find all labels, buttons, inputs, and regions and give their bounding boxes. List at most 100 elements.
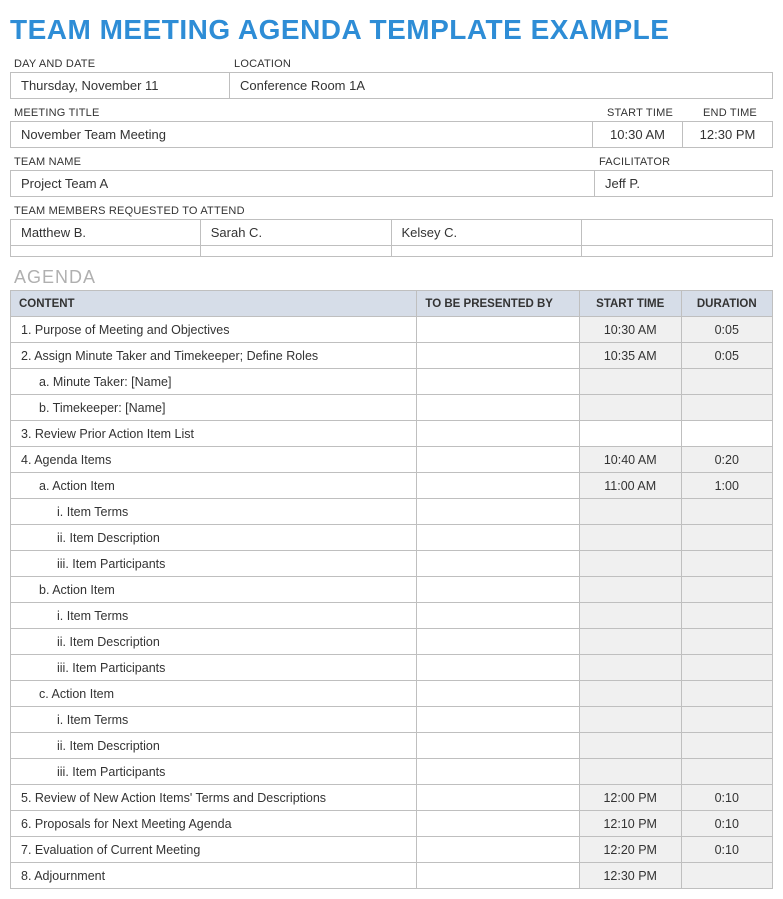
agenda-cell-start[interactable] [579,421,681,447]
agenda-cell-presenter[interactable] [417,707,580,733]
agenda-cell-start[interactable]: 12:30 PM [579,863,681,889]
agenda-cell-presenter[interactable] [417,499,580,525]
field-end-time[interactable]: 12:30 PM [683,121,773,148]
agenda-cell-start[interactable]: 10:40 AM [579,447,681,473]
agenda-cell-presenter[interactable] [417,473,580,499]
agenda-cell-content[interactable]: 3. Review Prior Action Item List [11,421,417,447]
agenda-cell-presenter[interactable] [417,603,580,629]
field-start-time[interactable]: 10:30 AM [593,121,683,148]
field-location[interactable]: Conference Room 1A [230,72,773,99]
agenda-cell-content[interactable]: a. Action Item [11,473,417,499]
agenda-cell-content[interactable]: 5. Review of New Action Items' Terms and… [11,785,417,811]
agenda-cell-duration[interactable] [681,369,772,395]
agenda-cell-duration[interactable] [681,681,772,707]
agenda-cell-presenter[interactable] [417,811,580,837]
agenda-cell-presenter[interactable] [417,317,580,343]
agenda-cell-presenter[interactable] [417,343,580,369]
agenda-cell-duration[interactable]: 0:05 [681,317,772,343]
agenda-cell-content[interactable]: 1. Purpose of Meeting and Objectives [11,317,417,343]
agenda-cell-duration[interactable]: 0:10 [681,785,772,811]
agenda-cell-start[interactable] [579,707,681,733]
agenda-cell-start[interactable]: 10:30 AM [579,317,681,343]
member-cell[interactable] [10,245,201,257]
agenda-cell-presenter[interactable] [417,369,580,395]
field-meeting-title[interactable]: November Team Meeting [10,121,593,148]
agenda-cell-content[interactable]: a. Minute Taker: [Name] [11,369,417,395]
agenda-cell-duration[interactable]: 0:10 [681,811,772,837]
agenda-cell-content[interactable]: 2. Assign Minute Taker and Timekeeper; D… [11,343,417,369]
agenda-cell-start[interactable] [579,525,681,551]
field-team-name[interactable]: Project Team A [10,170,595,197]
agenda-cell-content[interactable]: i. Item Terms [11,707,417,733]
agenda-cell-duration[interactable]: 0:10 [681,837,772,863]
agenda-cell-content[interactable]: b. Timekeeper: [Name] [11,395,417,421]
agenda-cell-content[interactable]: i. Item Terms [11,603,417,629]
agenda-cell-content[interactable]: 8. Adjournment [11,863,417,889]
member-cell[interactable] [582,245,773,257]
agenda-cell-presenter[interactable] [417,733,580,759]
agenda-cell-start[interactable] [579,499,681,525]
member-cell[interactable] [201,245,392,257]
agenda-cell-presenter[interactable] [417,525,580,551]
agenda-cell-content[interactable]: 6. Proposals for Next Meeting Agenda [11,811,417,837]
agenda-cell-content[interactable]: c. Action Item [11,681,417,707]
agenda-cell-content[interactable]: iii. Item Participants [11,759,417,785]
agenda-cell-start[interactable]: 12:20 PM [579,837,681,863]
agenda-cell-start[interactable] [579,369,681,395]
agenda-cell-duration[interactable] [681,603,772,629]
agenda-cell-content[interactable]: i. Item Terms [11,499,417,525]
agenda-cell-content[interactable]: iii. Item Participants [11,551,417,577]
agenda-cell-duration[interactable]: 0:05 [681,343,772,369]
agenda-cell-duration[interactable] [681,499,772,525]
agenda-cell-duration[interactable] [681,707,772,733]
agenda-cell-presenter[interactable] [417,447,580,473]
agenda-cell-content[interactable]: iii. Item Participants [11,655,417,681]
agenda-cell-presenter[interactable] [417,681,580,707]
field-day-and-date[interactable]: Thursday, November 11 [10,72,230,99]
agenda-cell-start[interactable]: 10:35 AM [579,343,681,369]
agenda-cell-duration[interactable] [681,759,772,785]
agenda-cell-presenter[interactable] [417,551,580,577]
agenda-cell-duration[interactable]: 0:20 [681,447,772,473]
agenda-cell-duration[interactable] [681,655,772,681]
agenda-cell-presenter[interactable] [417,837,580,863]
member-cell[interactable] [392,245,583,257]
agenda-cell-content[interactable]: ii. Item Description [11,629,417,655]
agenda-cell-duration[interactable]: 1:00 [681,473,772,499]
member-cell[interactable]: Kelsey C. [392,219,583,246]
agenda-cell-content[interactable]: ii. Item Description [11,733,417,759]
agenda-cell-start[interactable]: 12:10 PM [579,811,681,837]
agenda-cell-content[interactable]: ii. Item Description [11,525,417,551]
agenda-cell-duration[interactable] [681,551,772,577]
agenda-cell-start[interactable]: 11:00 AM [579,473,681,499]
agenda-cell-presenter[interactable] [417,863,580,889]
agenda-cell-presenter[interactable] [417,629,580,655]
agenda-cell-duration[interactable] [681,629,772,655]
agenda-cell-start[interactable] [579,395,681,421]
agenda-cell-start[interactable] [579,733,681,759]
agenda-cell-presenter[interactable] [417,421,580,447]
agenda-cell-content[interactable]: 4. Agenda Items [11,447,417,473]
field-facilitator[interactable]: Jeff P. [595,170,773,197]
agenda-cell-presenter[interactable] [417,395,580,421]
agenda-cell-start[interactable] [579,577,681,603]
member-cell[interactable] [582,219,773,246]
member-cell[interactable]: Matthew B. [10,219,201,246]
agenda-cell-start[interactable] [579,603,681,629]
agenda-cell-start[interactable] [579,655,681,681]
agenda-cell-duration[interactable] [681,421,772,447]
agenda-cell-start[interactable] [579,759,681,785]
agenda-cell-start[interactable] [579,551,681,577]
agenda-cell-start[interactable]: 12:00 PM [579,785,681,811]
agenda-cell-presenter[interactable] [417,577,580,603]
agenda-cell-duration[interactable] [681,577,772,603]
agenda-cell-presenter[interactable] [417,759,580,785]
agenda-cell-duration[interactable] [681,395,772,421]
member-cell[interactable]: Sarah C. [201,219,392,246]
agenda-cell-content[interactable]: 7. Evaluation of Current Meeting [11,837,417,863]
agenda-cell-duration[interactable] [681,863,772,889]
agenda-cell-presenter[interactable] [417,655,580,681]
agenda-cell-presenter[interactable] [417,785,580,811]
agenda-cell-content[interactable]: b. Action Item [11,577,417,603]
agenda-cell-duration[interactable] [681,733,772,759]
